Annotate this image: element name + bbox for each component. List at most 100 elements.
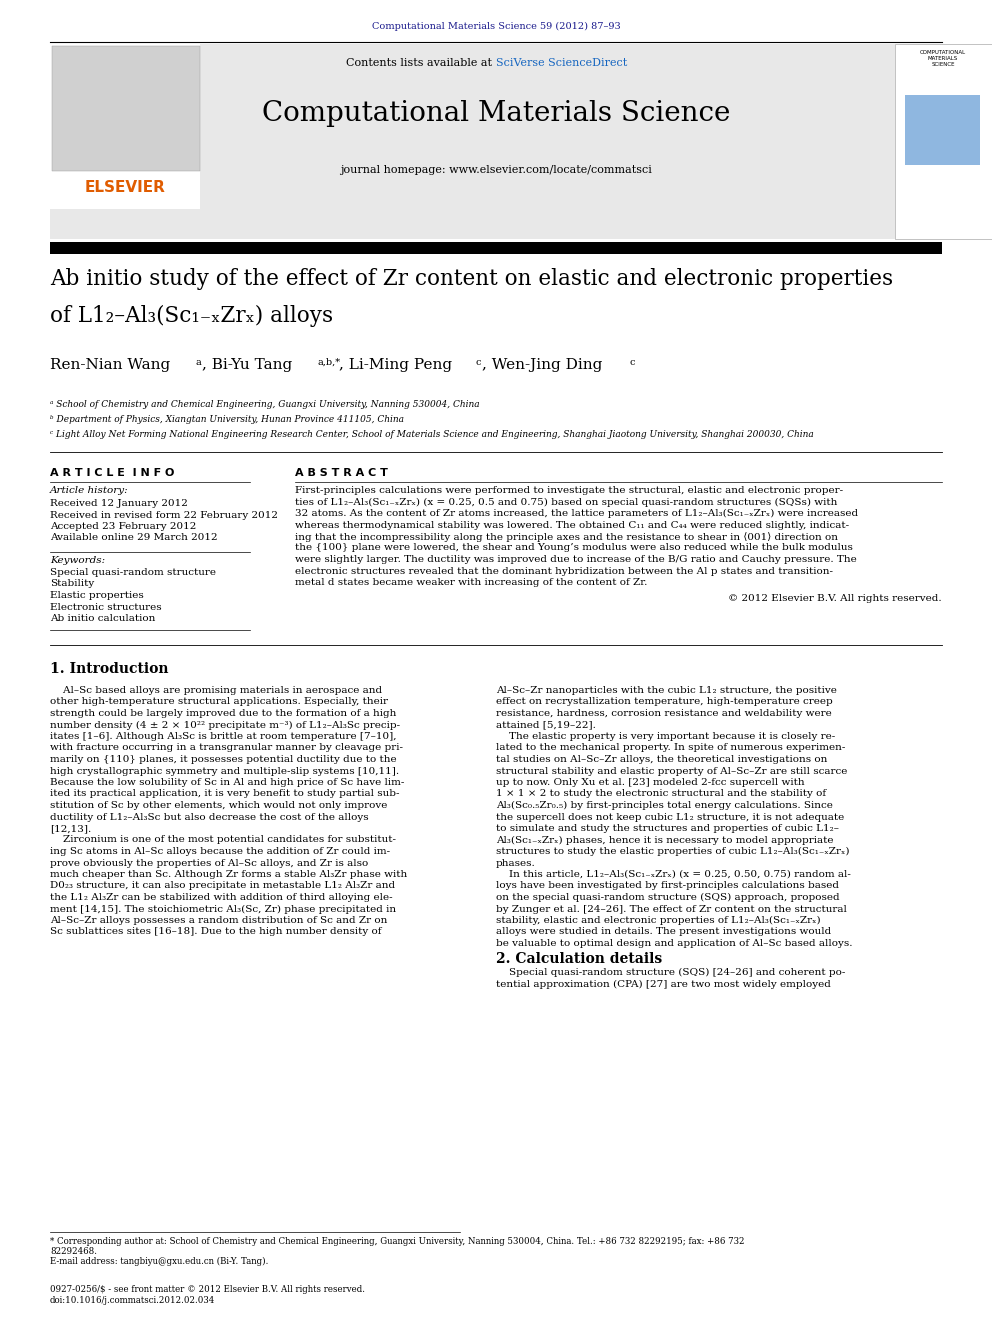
Text: by Zunger et al. [24–26]. The effect of Zr content on the structural: by Zunger et al. [24–26]. The effect of … [496,905,847,913]
Text: be valuable to optimal design and application of Al–Sc based alloys.: be valuable to optimal design and applic… [496,939,852,949]
Text: a: a [195,359,200,366]
Text: lated to the mechanical property. In spite of numerous experimen-: lated to the mechanical property. In spi… [496,744,845,753]
Bar [50,44,895,239]
Text: Computational Materials Science: Computational Materials Science [262,101,730,127]
Text: electronic structures revealed that the dominant hybridization between the Al p : electronic structures revealed that the … [295,566,833,576]
Text: high crystallographic symmetry and multiple-slip systems [10,11].: high crystallographic symmetry and multi… [50,766,399,775]
Text: metal d states became weaker with increasing of the content of Zr.: metal d states became weaker with increa… [295,578,648,587]
Text: Keywords:: Keywords: [50,556,105,565]
Text: Ab initio calculation: Ab initio calculation [50,614,156,623]
Text: Stability: Stability [50,579,94,589]
Text: the L1₂ Al₃Zr can be stabilized with addition of third alloying ele-: the L1₂ Al₃Zr can be stabilized with add… [50,893,393,902]
Text: up to now. Only Xu et al. [23] modeled 2-fcc supercell with: up to now. Only Xu et al. [23] modeled 2… [496,778,805,787]
Text: 1 × 1 × 2 to study the electronic structural and the stability of: 1 × 1 × 2 to study the electronic struct… [496,790,826,799]
Text: 1. Introduction: 1. Introduction [50,662,169,676]
Text: whereas thermodynamical stability was lowered. The obtained C₁₁ and C₄₄ were red: whereas thermodynamical stability was lo… [295,520,849,529]
Bar [895,44,992,239]
Text: number density (4 ± 2 × 10²² precipitate m⁻³) of L1₂–Al₃Sc precip-: number density (4 ± 2 × 10²² precipitate… [50,721,400,729]
Text: , Wen-Jing Ding: , Wen-Jing Ding [482,359,602,372]
Text: Computational Materials Science 59 (2012) 87–93: Computational Materials Science 59 (2012… [372,22,620,32]
Text: marily on {110} planes, it possesses potential ductility due to the: marily on {110} planes, it possesses pot… [50,755,397,763]
Text: Al–Sc–Zr nanoparticles with the cubic L1₂ structure, the positive: Al–Sc–Zr nanoparticles with the cubic L1… [496,687,837,695]
Text: © 2012 Elsevier B.V. All rights reserved.: © 2012 Elsevier B.V. All rights reserved… [728,594,942,603]
Text: Received 12 January 2012: Received 12 January 2012 [50,499,187,508]
Text: Available online 29 March 2012: Available online 29 March 2012 [50,533,217,542]
Text: the {100} plane were lowered, the shear and Young’s modulus were also reduced wh: the {100} plane were lowered, the shear … [295,544,853,553]
Text: ing Sc atoms in Al–Sc alloys because the addition of Zr could im-: ing Sc atoms in Al–Sc alloys because the… [50,847,390,856]
Text: structural stability and elastic property of Al–Sc–Zr are still scarce: structural stability and elastic propert… [496,766,847,775]
Text: Special quasi-random structure: Special quasi-random structure [50,568,216,577]
Text: ited its practical application, it is very benefit to study partial sub-: ited its practical application, it is ve… [50,790,400,799]
Text: The elastic property is very important because it is closely re-: The elastic property is very important b… [496,732,835,741]
Text: 0927-0256/$ - see front matter © 2012 Elsevier B.V. All rights reserved.: 0927-0256/$ - see front matter © 2012 El… [50,1285,365,1294]
Text: to simulate and study the structures and properties of cubic L1₂–: to simulate and study the structures and… [496,824,839,833]
Text: ᶜ Light Alloy Net Forming National Engineering Research Center, School of Materi: ᶜ Light Alloy Net Forming National Engin… [50,430,813,439]
Text: ment [14,15]. The stoichiometric Al₃(Sc, Zr) phase precipitated in: ment [14,15]. The stoichiometric Al₃(Sc,… [50,905,396,914]
Text: * Corresponding author at: School of Chemistry and Chemical Engineering, Guangxi: * Corresponding author at: School of Che… [50,1237,745,1246]
Text: Special quasi-random structure (SQS) [24–26] and coherent po-: Special quasi-random structure (SQS) [24… [496,968,845,978]
Text: SciVerse ScienceDirect: SciVerse ScienceDirect [496,58,627,67]
Text: , Bi-Yu Tang: , Bi-Yu Tang [202,359,293,372]
Text: a,b,*: a,b,* [318,359,341,366]
Text: c: c [630,359,636,366]
Text: Because the low solubility of Sc in Al and high price of Sc have lim-: Because the low solubility of Sc in Al a… [50,778,405,787]
Text: itates [1–6]. Although Al₃Sc is brittle at room temperature [7–10],: itates [1–6]. Although Al₃Sc is brittle … [50,732,397,741]
Text: Al–Sc based alloys are promising materials in aerospace and: Al–Sc based alloys are promising materia… [50,687,382,695]
Text: ties of L1₂–Al₃(Sc₁₋ₓZrₓ) (x = 0.25, 0.5 and 0.75) based on special quasi-random: ties of L1₂–Al₃(Sc₁₋ₓZrₓ) (x = 0.25, 0.5… [295,497,837,507]
Bar [52,46,200,171]
Text: structures to study the elastic properties of cubic L1₂–Al₃(Sc₁₋ₓZrₓ): structures to study the elastic properti… [496,847,849,856]
Text: Ab initio study of the effect of Zr content on elastic and electronic properties: Ab initio study of the effect of Zr cont… [50,269,893,290]
Text: Received in revised form 22 February 2012: Received in revised form 22 February 201… [50,511,278,520]
Text: First-principles calculations were performed to investigate the structural, elas: First-principles calculations were perfo… [295,486,843,495]
Text: Al₃(Sc₀.₅Zr₀.₅) by first-principles total energy calculations. Since: Al₃(Sc₀.₅Zr₀.₅) by first-principles tota… [496,800,833,810]
Text: effect on recrystallization temperature, high-temperature creep: effect on recrystallization temperature,… [496,697,832,706]
Text: Article history:: Article history: [50,486,129,495]
Text: tal studies on Al–Sc–Zr alloys, the theoretical investigations on: tal studies on Al–Sc–Zr alloys, the theo… [496,755,827,763]
Text: Zirconium is one of the most potential candidates for substitut-: Zirconium is one of the most potential c… [50,836,396,844]
Text: attained [5,19–22].: attained [5,19–22]. [496,721,596,729]
Text: , Li-Ming Peng: , Li-Ming Peng [339,359,452,372]
Text: journal homepage: www.elsevier.com/locate/commatsci: journal homepage: www.elsevier.com/locat… [340,165,652,175]
Text: much cheaper than Sc. Although Zr forms a stable Al₃Zr phase with: much cheaper than Sc. Although Zr forms … [50,871,408,878]
Text: D0₂₃ structure, it can also precipitate in metastable L1₂ Al₃Zr and: D0₂₃ structure, it can also precipitate … [50,881,395,890]
Text: c: c [475,359,480,366]
Text: ᵇ Department of Physics, Xiangtan University, Hunan Province 411105, China: ᵇ Department of Physics, Xiangtan Univer… [50,415,404,423]
Text: Contents lists available at: Contents lists available at [346,58,496,67]
Text: Electronic structures: Electronic structures [50,602,162,611]
Text: 32 atoms. As the content of Zr atoms increased, the lattice parameters of L1₂–Al: 32 atoms. As the content of Zr atoms inc… [295,509,858,519]
Text: loys have been investigated by first-principles calculations based: loys have been investigated by first-pri… [496,881,839,890]
Text: with fracture occurring in a transgranular manner by cleavage pri-: with fracture occurring in a transgranul… [50,744,403,753]
Text: alloys were studied in details. The present investigations would: alloys were studied in details. The pres… [496,927,831,937]
Text: strength could be largely improved due to the formation of a high: strength could be largely improved due t… [50,709,397,718]
Text: ing that the incompressibility along the principle axes and the resistance to sh: ing that the incompressibility along the… [295,532,838,542]
Text: A B S T R A C T: A B S T R A C T [295,468,388,478]
Text: Ren-Nian Wang: Ren-Nian Wang [50,359,171,372]
Text: A R T I C L E  I N F O: A R T I C L E I N F O [50,468,175,478]
Text: prove obviously the properties of Al–Sc alloys, and Zr is also: prove obviously the properties of Al–Sc … [50,859,368,868]
Text: phases.: phases. [496,859,536,868]
Text: Sc sublattices sites [16–18]. Due to the high number density of: Sc sublattices sites [16–18]. Due to the… [50,927,382,937]
Text: E-mail address: tangbiyu@gxu.edu.cn (Bi-Y. Tang).: E-mail address: tangbiyu@gxu.edu.cn (Bi-… [50,1257,269,1266]
Text: Accepted 23 February 2012: Accepted 23 February 2012 [50,523,196,531]
Text: resistance, hardness, corrosion resistance and weldability were: resistance, hardness, corrosion resistan… [496,709,831,718]
Text: 82292468.: 82292468. [50,1248,97,1256]
Text: doi:10.1016/j.commatsci.2012.02.034: doi:10.1016/j.commatsci.2012.02.034 [50,1297,215,1304]
Text: other high-temperature structural applications. Especially, their: other high-temperature structural applic… [50,697,388,706]
Text: COMPUTATIONAL
MATERIALS
SCIENCE: COMPUTATIONAL MATERIALS SCIENCE [920,50,966,66]
Text: were slightly larger. The ductility was improved due to increase of the B/G rati: were slightly larger. The ductility was … [295,556,857,564]
Text: Al–Sc–Zr alloys possesses a random distribution of Sc and Zr on: Al–Sc–Zr alloys possesses a random distr… [50,916,387,925]
Text: [12,13].: [12,13]. [50,824,91,833]
Text: the supercell does not keep cubic L1₂ structure, it is not adequate: the supercell does not keep cubic L1₂ st… [496,812,844,822]
Bar [905,95,980,165]
Text: stitution of Sc by other elements, which would not only improve: stitution of Sc by other elements, which… [50,800,387,810]
Text: tential approximation (CPA) [27] are two most widely employed: tential approximation (CPA) [27] are two… [496,979,831,988]
Text: ductility of L1₂–Al₃Sc but also decrease the cost of the alloys: ductility of L1₂–Al₃Sc but also decrease… [50,812,369,822]
Text: of L1₂–Al₃(Sc₁₋ₓZrₓ) alloys: of L1₂–Al₃(Sc₁₋ₓZrₓ) alloys [50,306,333,327]
Bar [50,242,942,254]
Text: ᵃ School of Chemistry and Chemical Engineering, Guangxi University, Nanning 5300: ᵃ School of Chemistry and Chemical Engin… [50,400,479,409]
Text: ELSEVIER: ELSEVIER [84,180,166,194]
Text: on the special quasi-random structure (SQS) approach, proposed: on the special quasi-random structure (S… [496,893,839,902]
Text: stability, elastic and electronic properties of L1₂–Al₃(Sc₁₋ₓZrₓ): stability, elastic and electronic proper… [496,916,820,925]
Bar [50,44,200,209]
Text: Elastic properties: Elastic properties [50,591,144,601]
